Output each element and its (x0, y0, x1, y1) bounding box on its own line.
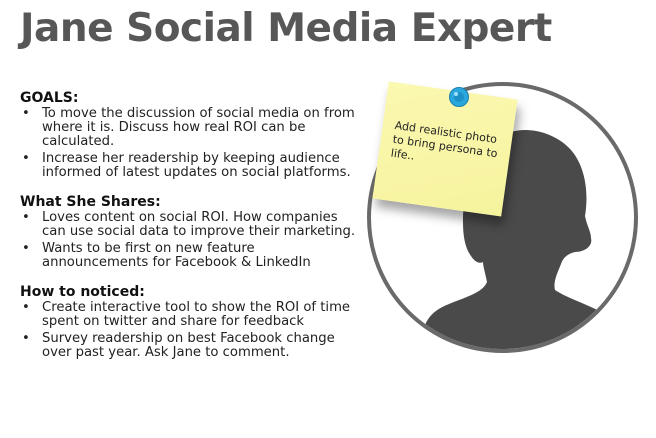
noticed-heading: How to noticed: (20, 284, 145, 300)
list-item: • Loves content on social ROI. How compan… (22, 210, 356, 239)
list-item: • To move the discussion of social media … (22, 106, 355, 149)
page-title: Jane Social Media Expert (20, 6, 552, 51)
shares-list: • Loves content on social ROI. How compan… (20, 211, 365, 270)
bullet-icon: • (22, 106, 30, 121)
list-item: • Wants to be first on new feature announ… (22, 241, 311, 270)
shares-heading: What She Shares: (20, 194, 161, 210)
bullet-icon: • (22, 210, 30, 225)
list-item: • Increase her readership by keeping audi… (22, 151, 351, 180)
noticed-list: • Create interactive tool to show the ROI… (20, 301, 365, 360)
goals-heading: GOALS: (20, 90, 79, 106)
sticky-note-text: Add realistic photo to bring persona to … (390, 118, 499, 163)
bullet-icon: • (22, 300, 30, 315)
sticky-note: Add realistic photo to bring persona to … (372, 81, 518, 217)
list-item: • Create interactive tool to show the ROI… (22, 300, 351, 329)
list-item: • Survey readership on best Facebook chan… (22, 331, 335, 360)
persona-details: GOALS: • To move the discussion of social… (20, 90, 365, 363)
bullet-icon: • (22, 241, 30, 256)
goals-list: • To move the discussion of social media … (20, 107, 365, 180)
bullet-icon: • (22, 151, 30, 166)
pushpin-icon (449, 87, 469, 107)
bullet-icon: • (22, 331, 30, 346)
